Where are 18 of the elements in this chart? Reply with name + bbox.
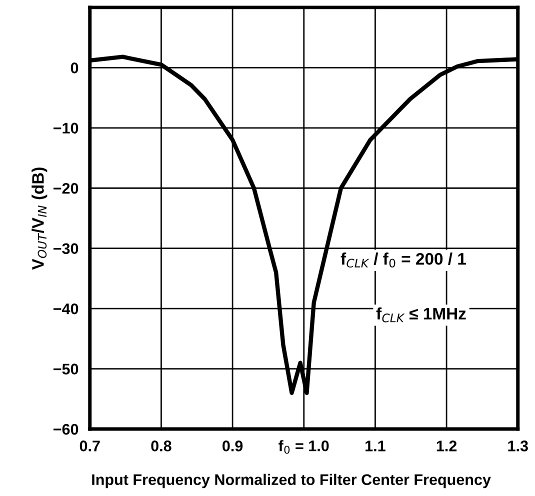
y-tick-label: −10 [53, 122, 78, 134]
y-tick-label: −40 [53, 303, 78, 314]
y-tick-label: 0 [70, 62, 78, 74]
y-tick-label: −30 [53, 243, 78, 254]
y-tick-label: −20 [53, 182, 78, 194]
x-tick-label: 1.3 [508, 440, 528, 452]
x-tick-label: 0.9 [222, 440, 243, 452]
x-tick-label: 1.1 [366, 440, 386, 452]
annotation: f$_{CLK}$ / f$_{0}$ = 200 / 1 [340, 252, 466, 268]
y-tick-label: −60 [53, 424, 78, 435]
annotation: f$_{CLK}$ ≤ 1MHz [376, 307, 466, 322]
x-tick-label: 0.8 [151, 440, 172, 452]
x-axis-title: Input Frequency Normalized to Filter Center Frequency [92, 474, 491, 488]
y-tick-label: −50 [53, 364, 78, 374]
y-axis-title: V$_{OUT}$/V$_{IN}$ (dB) [32, 168, 48, 270]
x-tick-label: 0.7 [80, 440, 100, 452]
x-tick-label: f$_{0}$ = 1.0 [278, 440, 329, 454]
x-tick-label: 1.2 [436, 440, 457, 452]
